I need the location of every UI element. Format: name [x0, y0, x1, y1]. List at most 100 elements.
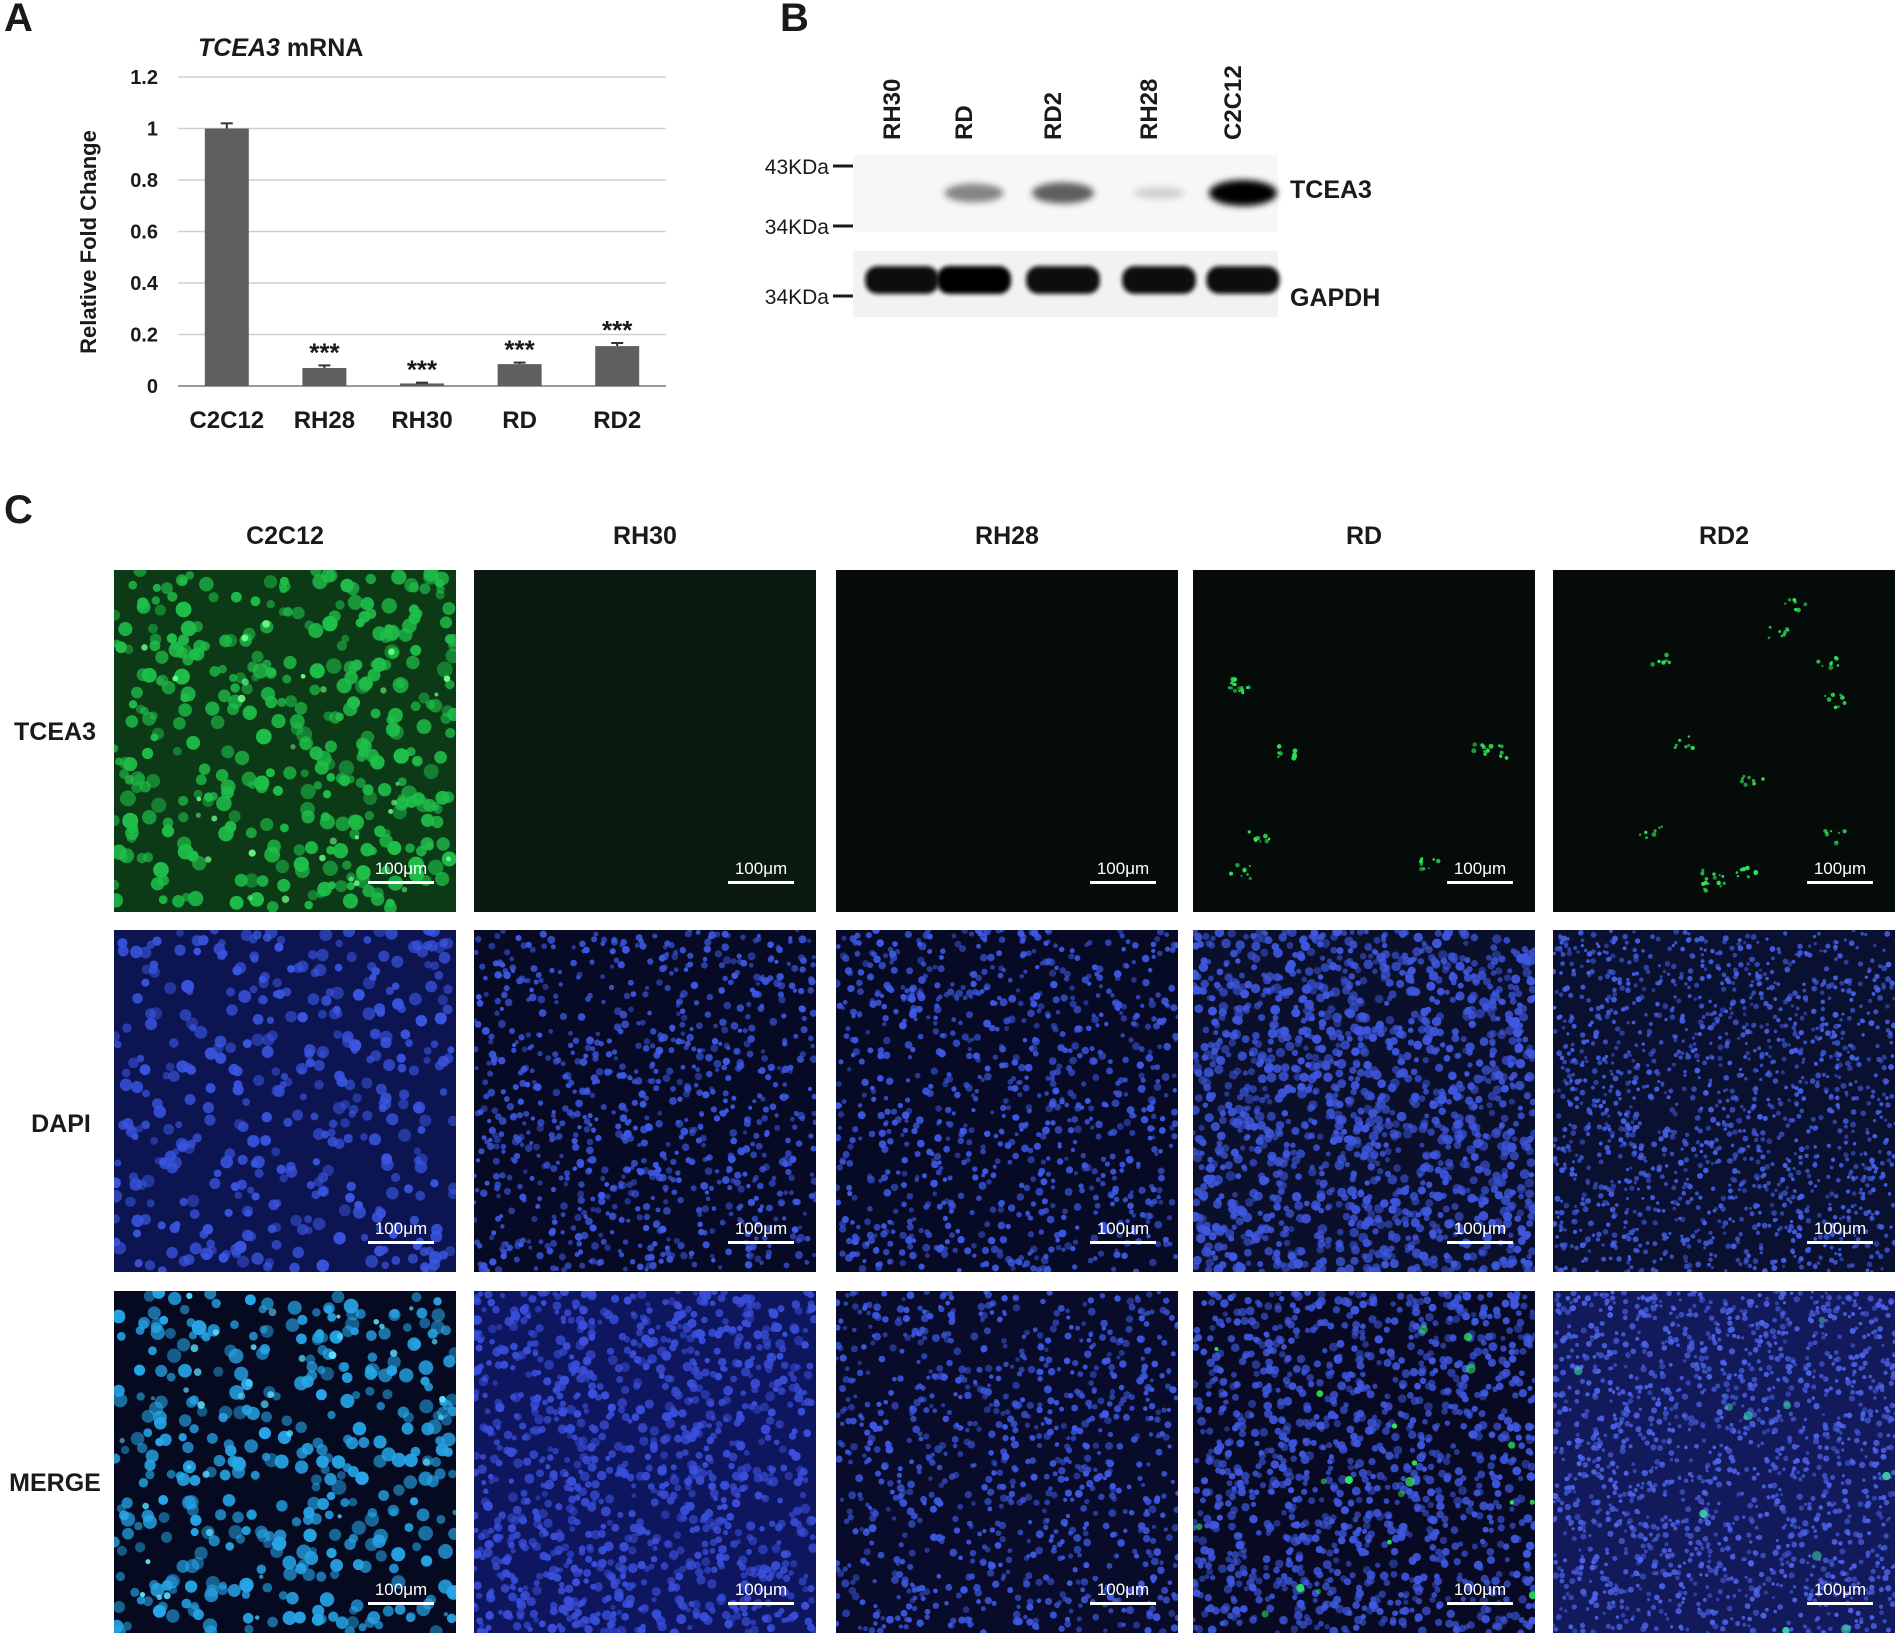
y-tick-label: 0 — [147, 376, 158, 398]
lane-label-rd2: RD2 — [1040, 92, 1067, 140]
scale-bar-line — [1090, 1241, 1156, 1244]
micrograph-merge-rd2: 100μm — [1553, 1291, 1895, 1633]
micrograph-dapi-c2c12: 100μm — [114, 930, 456, 1272]
micrograph-image — [1193, 930, 1535, 1272]
marker-34kda-bottom: 34KDa — [765, 286, 830, 309]
gapdh-band — [1122, 266, 1196, 294]
scale-bar-line — [1447, 881, 1513, 884]
micrograph-merge-c2c12: 100μm — [114, 1291, 456, 1633]
y-tick-label: 1.2 — [130, 67, 158, 89]
micrograph-tcea3-rd2: 100μm — [1553, 570, 1895, 912]
scale-bar-label: 100μm — [734, 1219, 788, 1238]
scale-bar: 100μm — [368, 1219, 434, 1244]
scale-bar-label: 100μm — [1453, 1219, 1507, 1238]
scale-bar: 100μm — [1090, 859, 1156, 884]
micrograph-image — [114, 1291, 456, 1633]
row-header-tcea3: TCEA3 — [14, 718, 96, 746]
scale-bar-label: 100μm — [374, 1580, 428, 1599]
scale-bar-label: 100μm — [1453, 1580, 1507, 1599]
lane-label-c2c12: C2C12 — [1220, 65, 1247, 140]
micrograph-image — [114, 570, 456, 912]
bar-rd — [497, 364, 542, 386]
tcea3-band — [1032, 182, 1094, 204]
scale-bar: 100μm — [1807, 1580, 1873, 1605]
scale-bar-label: 100μm — [1096, 1580, 1150, 1599]
y-tick-label: 0.8 — [130, 170, 158, 192]
micrograph-image — [836, 1291, 1178, 1633]
lane-label-rd: RD — [951, 105, 978, 140]
blot-label-tcea3: TCEA3 — [1290, 176, 1372, 204]
bar-rh28 — [302, 367, 347, 386]
micrograph-image — [474, 1291, 816, 1633]
scale-bar-line — [1447, 1241, 1513, 1244]
scale-bar-label: 100μm — [1096, 859, 1150, 878]
x-tick-label: RH28 — [294, 407, 355, 434]
scale-bar-label: 100μm — [1813, 1219, 1867, 1238]
scale-bar-label: 100μm — [1453, 859, 1507, 878]
tcea3-band — [1209, 180, 1277, 206]
row-header-merge: MERGE — [9, 1469, 101, 1497]
scale-bar-line — [1447, 1602, 1513, 1605]
micrograph-dapi-rd: 100μm — [1193, 930, 1535, 1272]
scale-bar-line — [728, 881, 794, 884]
scale-bar-line — [728, 1602, 794, 1605]
significance-label: *** — [602, 315, 633, 345]
micrograph-tcea3-rh28: 100μm — [836, 570, 1178, 912]
scale-bar: 100μm — [1447, 859, 1513, 884]
scale-bar: 100μm — [1807, 859, 1873, 884]
col-header-c2c12: C2C12 — [246, 522, 324, 550]
x-tick-label: RH30 — [391, 407, 452, 434]
y-tick-label: 0.6 — [130, 222, 158, 244]
chart-title: TCEA3 mRNA — [198, 34, 363, 62]
scale-bar-line — [1807, 881, 1873, 884]
scale-bar: 100μm — [1090, 1580, 1156, 1605]
micrograph-merge-rd: 100μm — [1193, 1291, 1535, 1633]
col-header-rd: RD — [1345, 522, 1383, 550]
row-header-dapi: DAPI — [31, 1110, 91, 1138]
scale-bar-label: 100μm — [1096, 1219, 1150, 1238]
micrograph-image — [1553, 1291, 1895, 1633]
western-blot-svg: RH30 RD RD2 RH28 C2C12 43KDa 34KDa 34KDa TCE… — [765, 65, 1380, 317]
scale-bar-line — [1090, 1602, 1156, 1605]
bar-rh30 — [400, 383, 444, 386]
scale-bar-line — [1090, 881, 1156, 884]
scale-bar-line — [368, 1602, 434, 1605]
bar-chart: TCEA3 mRNA Relative Fold Change 0 0.2 0.4 0… — [0, 0, 700, 460]
scale-bar: 100μm — [1447, 1580, 1513, 1605]
scale-bar: 100μm — [728, 1580, 794, 1605]
bar-rd2 — [595, 346, 640, 386]
micrograph-dapi-rh30: 100μm — [474, 930, 816, 1272]
micrograph-image — [836, 570, 1178, 912]
scale-bar-label: 100μm — [374, 1219, 428, 1238]
scale-bar-label: 100μm — [1813, 859, 1867, 878]
col-header-rd2: RD2 — [1698, 522, 1749, 550]
scale-bar-label: 100μm — [734, 1580, 788, 1599]
gapdh-band — [865, 266, 939, 294]
blot-label-gapdh: GAPDH — [1290, 284, 1380, 312]
panel-a-letter: A — [4, 0, 33, 40]
marker-43kda: 43KDa — [765, 156, 830, 179]
chart-title-rest: mRNA — [280, 34, 363, 62]
y-tick-label: 0.2 — [130, 325, 158, 347]
micrograph-dapi-rd2: 100μm — [1553, 930, 1895, 1272]
lane-label-rh28: RH28 — [1136, 79, 1163, 140]
scale-bar-line — [1807, 1241, 1873, 1244]
x-tick-label: RD — [502, 407, 537, 434]
micrograph-tcea3-rd: 100μm — [1193, 570, 1535, 912]
col-header-rh28: RH28 — [975, 522, 1039, 550]
micrograph-image — [114, 930, 456, 1272]
lane-label-rh30: RH30 — [879, 79, 906, 140]
micrograph-dapi-rh28: 100μm — [836, 930, 1178, 1272]
chart-title-gene: TCEA3 — [198, 34, 280, 62]
marker-ticks — [833, 164, 853, 298]
scale-bar: 100μm — [368, 1580, 434, 1605]
y-axis-label: Relative Fold Change — [76, 130, 101, 354]
scale-bar-line — [1807, 1602, 1873, 1605]
micrograph-image — [474, 930, 816, 1272]
bar-c2c12 — [204, 128, 249, 386]
micrograph-tcea3-c2c12: 100μm — [114, 570, 456, 912]
marker-34kda-top: 34KDa — [765, 216, 830, 239]
scale-bar-label: 100μm — [1813, 1580, 1867, 1599]
scale-bar-line — [728, 1241, 794, 1244]
panel-b-letter: B — [780, 0, 809, 40]
